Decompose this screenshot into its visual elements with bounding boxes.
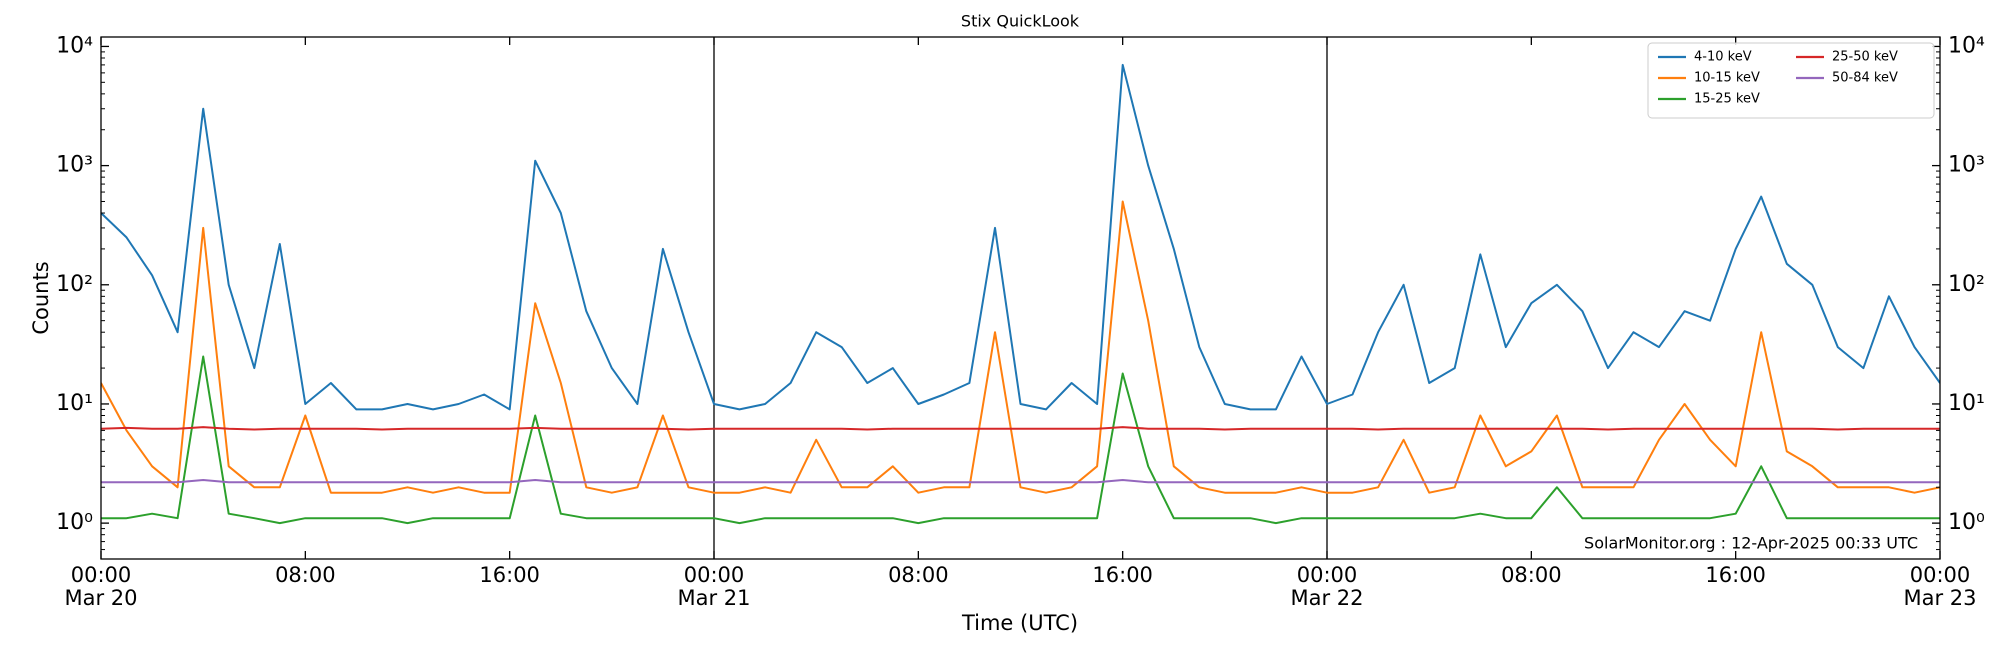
y-axis-label: Counts — [29, 261, 53, 334]
y-tick-label-right: 10³ — [1948, 153, 1985, 178]
y-tick-label: 10² — [56, 272, 93, 297]
x-tick-label: 00:00 — [1297, 563, 1358, 587]
legend-label: 4-10 keV — [1694, 50, 1752, 65]
legend-label: 25-50 keV — [1832, 50, 1898, 65]
x-tick-date: Mar 21 — [677, 586, 750, 610]
y-tick-label: 10⁴ — [56, 33, 93, 58]
x-tick-label: 08:00 — [275, 563, 336, 587]
series-line — [101, 63, 1940, 411]
series-line — [101, 479, 1940, 484]
series-line — [101, 200, 1940, 494]
y-tick-label-right: 10² — [1948, 272, 1985, 297]
x-tick-label: 00:00 — [684, 563, 745, 587]
series-line — [101, 355, 1940, 525]
x-tick-label: 16:00 — [1092, 563, 1153, 587]
x-tick-label: 08:00 — [1501, 563, 1562, 587]
legend-label: 10-15 keV — [1694, 71, 1760, 86]
y-tick-label-right: 10⁴ — [1948, 33, 1985, 58]
y-tick-label: 10¹ — [56, 391, 93, 416]
x-tick-label: 00:00 — [1910, 563, 1971, 587]
y-tick-label: 10³ — [56, 153, 93, 178]
x-axis-label: Time (UTC) — [961, 611, 1078, 635]
chart-title: Stix QuickLook — [961, 12, 1080, 31]
x-tick-label: 16:00 — [479, 563, 540, 587]
y-tick-label: 10⁰ — [56, 510, 93, 535]
legend-label: 15-25 keV — [1694, 92, 1760, 107]
x-tick-date: Mar 20 — [64, 586, 137, 610]
annotation: SolarMonitor.org : 12-Apr-2025 00:33 UTC — [1584, 534, 1918, 553]
plot-frame — [100, 36, 1941, 560]
x-tick-date: Mar 22 — [1290, 586, 1363, 610]
x-tick-label: 08:00 — [888, 563, 949, 587]
legend-box — [1647, 42, 1935, 119]
series-line — [101, 426, 1940, 431]
x-tick-date: Mar 23 — [1903, 586, 1976, 610]
y-tick-label-right: 10¹ — [1948, 391, 1985, 416]
y-tick-label-right: 10⁰ — [1948, 510, 1985, 535]
x-tick-label: 00:00 — [71, 563, 132, 587]
legend-label: 50-84 keV — [1832, 71, 1898, 86]
x-tick-label: 16:00 — [1705, 563, 1766, 587]
